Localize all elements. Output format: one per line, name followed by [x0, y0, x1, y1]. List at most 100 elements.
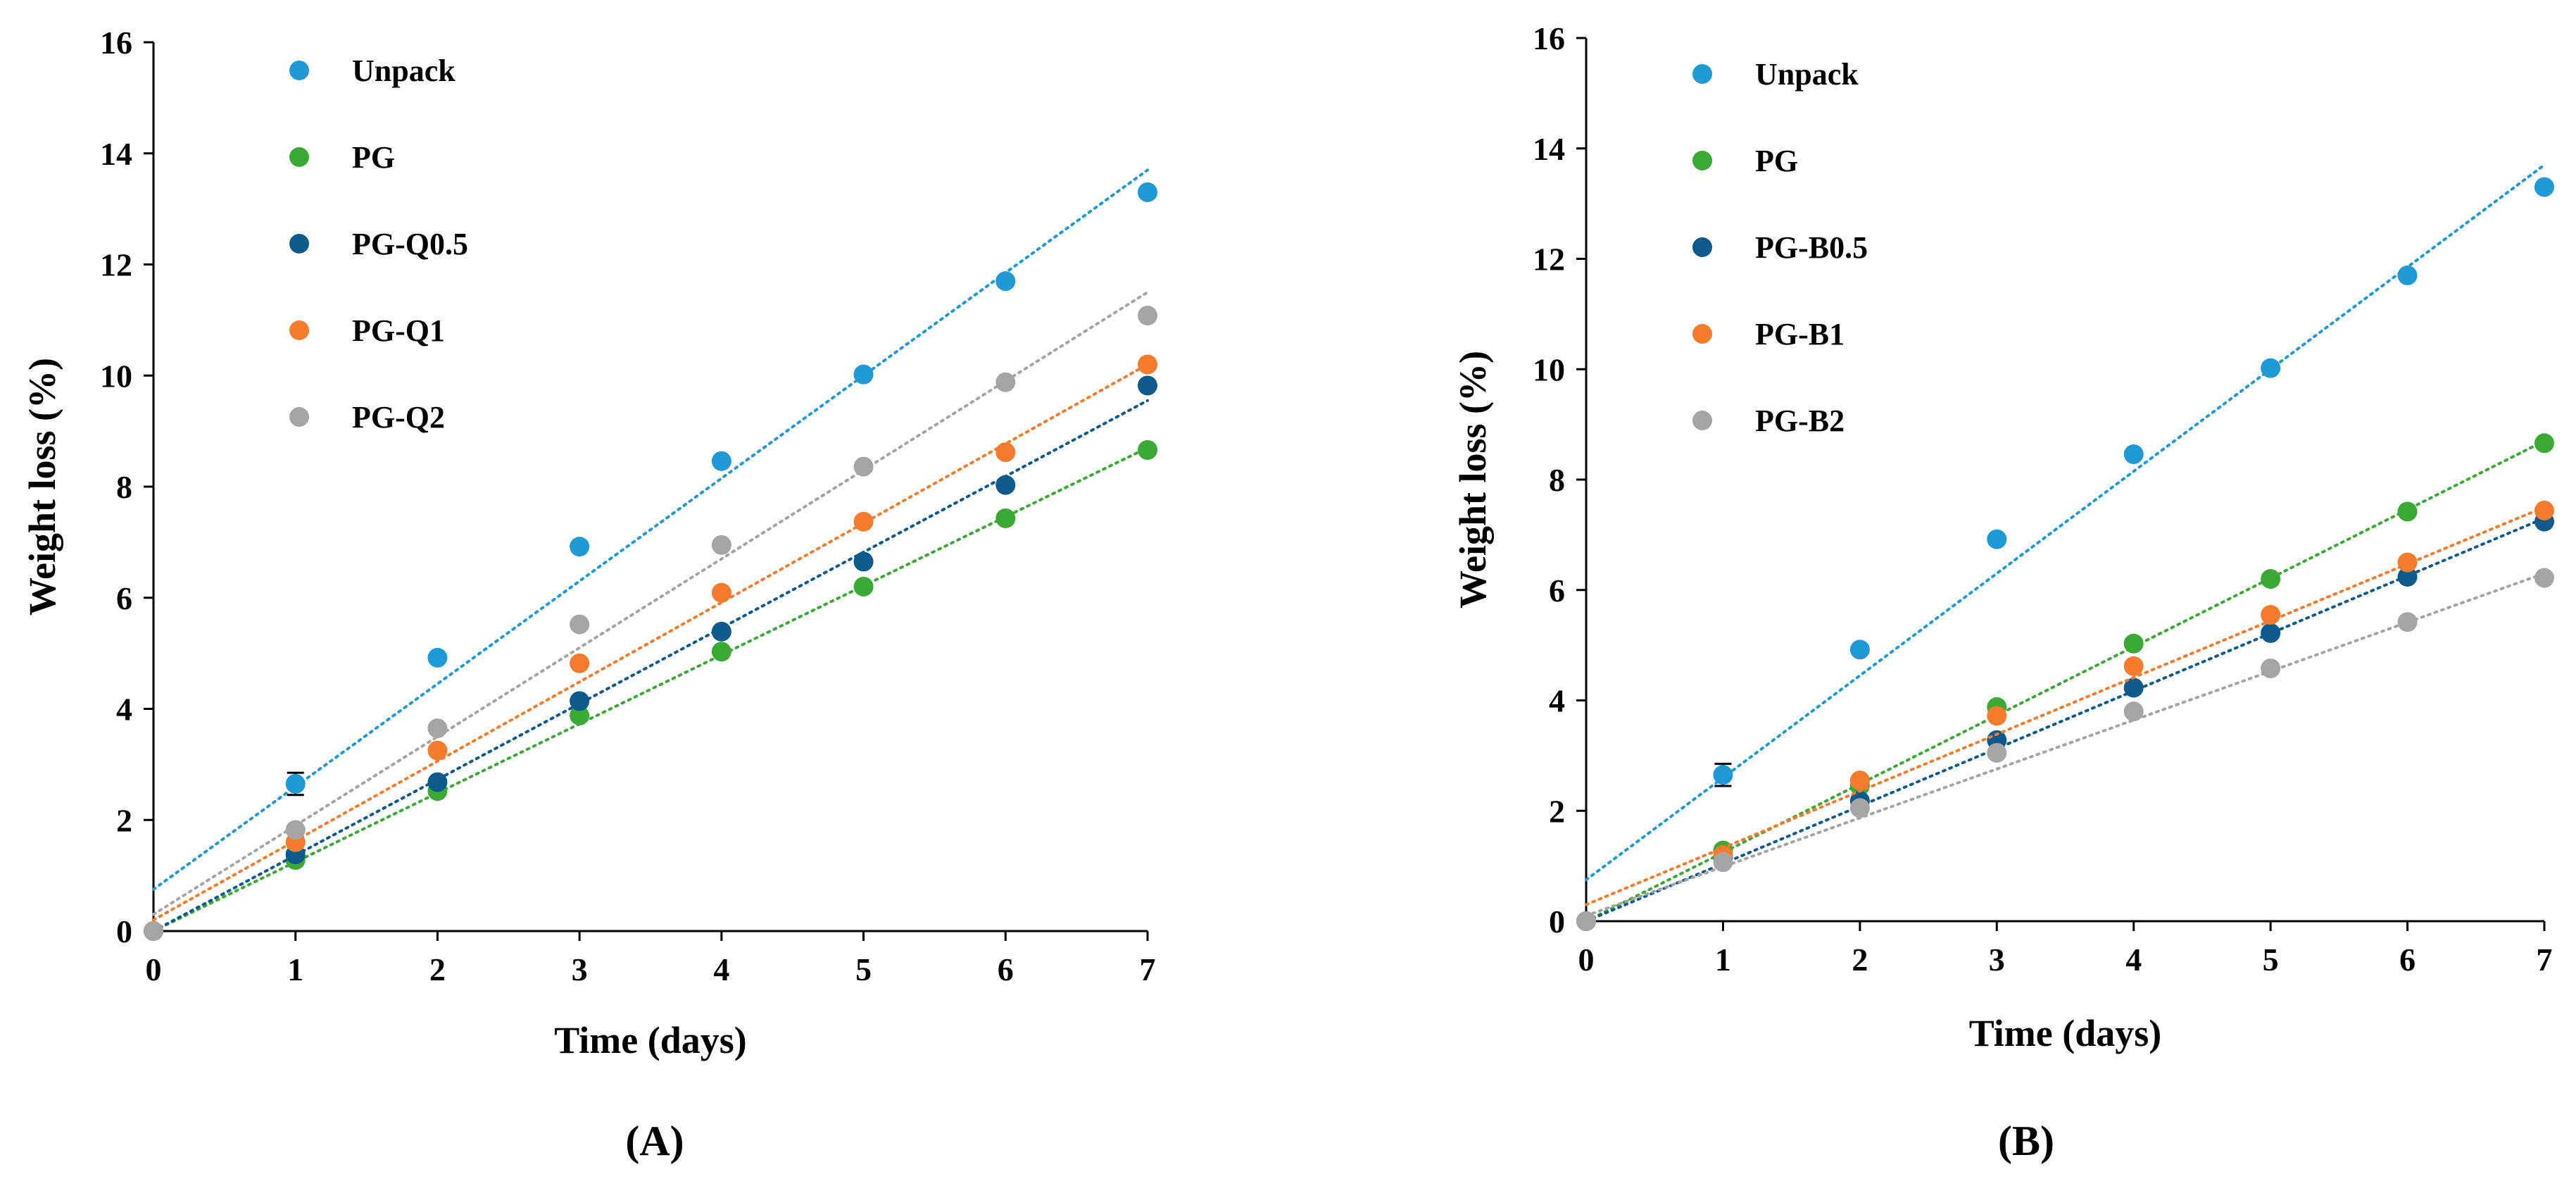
data-point [285, 773, 306, 794]
series-PG-B2 [1576, 568, 2554, 931]
data-point [2261, 623, 2281, 643]
data-point [570, 614, 590, 635]
x-tick-label: 7 [2537, 942, 2553, 978]
data-point [570, 705, 590, 725]
data-point [2261, 658, 2281, 679]
data-point [1576, 911, 1596, 931]
data-point [995, 372, 1016, 392]
data-point [711, 582, 731, 603]
y-tick-label: 2 [116, 802, 132, 838]
data-point [1138, 182, 1157, 202]
data-point [995, 475, 1016, 495]
data-point [1138, 439, 1157, 460]
data-point [711, 642, 731, 662]
legend-label: PG-B2 [1755, 404, 1845, 438]
data-point [427, 718, 448, 739]
y-tick-label: 16 [100, 25, 132, 61]
trendline [152, 399, 1149, 932]
data-point [2397, 552, 2418, 573]
data-point [2397, 501, 2418, 522]
data-point [1138, 375, 1157, 396]
y-tick-label: 6 [116, 580, 132, 616]
trendline [152, 290, 1149, 916]
data-point [2534, 568, 2554, 588]
data-point [2261, 358, 2281, 378]
y-tick-label: 2 [1549, 793, 1565, 829]
legend-marker [1692, 151, 1712, 170]
y-axis-title: Weight loss (%) [1452, 351, 1494, 608]
y-tick-label: 4 [116, 692, 132, 728]
data-point [853, 551, 874, 572]
trendline [152, 168, 1149, 891]
legend-label: PG [1755, 144, 1798, 178]
data-point [2397, 266, 2418, 286]
legend-marker [1692, 237, 1712, 257]
data-point [1987, 529, 2007, 549]
legend-label: PG-Q0.5 [352, 227, 468, 261]
data-point [995, 442, 1016, 463]
panel-label: (B) [1998, 1118, 2054, 1164]
y-tick-label: 10 [1533, 351, 1565, 387]
x-tick-label: 4 [2125, 942, 2142, 978]
y-tick-label: 8 [116, 469, 132, 505]
y-tick-label: 14 [1533, 131, 1565, 167]
data-point [570, 653, 590, 673]
legend-label: Unpack [1755, 57, 1859, 92]
y-tick-label: 14 [100, 136, 132, 172]
x-tick-label: 3 [572, 951, 588, 987]
data-point [853, 364, 874, 385]
x-tick-label: 2 [1852, 942, 1868, 978]
y-tick-label: 4 [1549, 683, 1565, 719]
data-point [2123, 678, 2144, 698]
trendline [1585, 163, 2546, 882]
data-point [853, 456, 874, 477]
trendline [152, 446, 1149, 932]
legend-marker [289, 147, 309, 167]
data-point [1849, 639, 1870, 660]
legend-marker [289, 61, 309, 80]
data-point [1849, 798, 1870, 818]
data-point [570, 537, 590, 557]
data-point [144, 921, 163, 941]
data-point [427, 772, 448, 792]
x-axis-title: Time (days) [1969, 1012, 2162, 1054]
data-point [570, 691, 590, 711]
trendline [1585, 439, 2546, 923]
y-tick-label: 0 [116, 913, 132, 949]
x-tick-label: 5 [2263, 942, 2279, 978]
data-point [711, 535, 731, 555]
y-tick-label: 0 [1549, 904, 1565, 940]
data-point [711, 451, 731, 471]
data-point [1987, 742, 2007, 763]
x-tick-label: 1 [1715, 942, 1731, 978]
y-tick-label: 12 [100, 247, 132, 283]
x-tick-label: 6 [2399, 942, 2415, 978]
x-tick-label: 2 [429, 951, 446, 987]
legend-marker [1692, 64, 1712, 84]
data-point [995, 508, 1016, 528]
data-point [2123, 444, 2144, 464]
panel-label: (A) [625, 1118, 684, 1164]
legend-label: PG-B0.5 [1755, 230, 1868, 265]
data-point [1138, 354, 1157, 375]
legend-marker [1692, 324, 1712, 344]
x-tick-label: 1 [287, 951, 303, 987]
legend-marker [1692, 411, 1712, 430]
trendline [152, 363, 1149, 922]
legend-marker [289, 407, 309, 427]
series-Unpack [1576, 163, 2554, 931]
series-PG [144, 439, 1157, 941]
y-tick-label: 12 [1533, 242, 1565, 277]
data-point [2261, 605, 2281, 625]
y-tick-label: 10 [100, 358, 132, 394]
y-axis-title: Weight loss (%) [21, 358, 63, 616]
legend-label: PG-Q2 [352, 400, 445, 435]
x-tick-label: 5 [855, 951, 872, 987]
data-point [1713, 765, 1733, 785]
x-tick-label: 6 [998, 951, 1014, 987]
data-point [2123, 656, 2144, 676]
legend-label: PG-B1 [1755, 317, 1845, 351]
y-tick-label: 8 [1549, 462, 1565, 498]
